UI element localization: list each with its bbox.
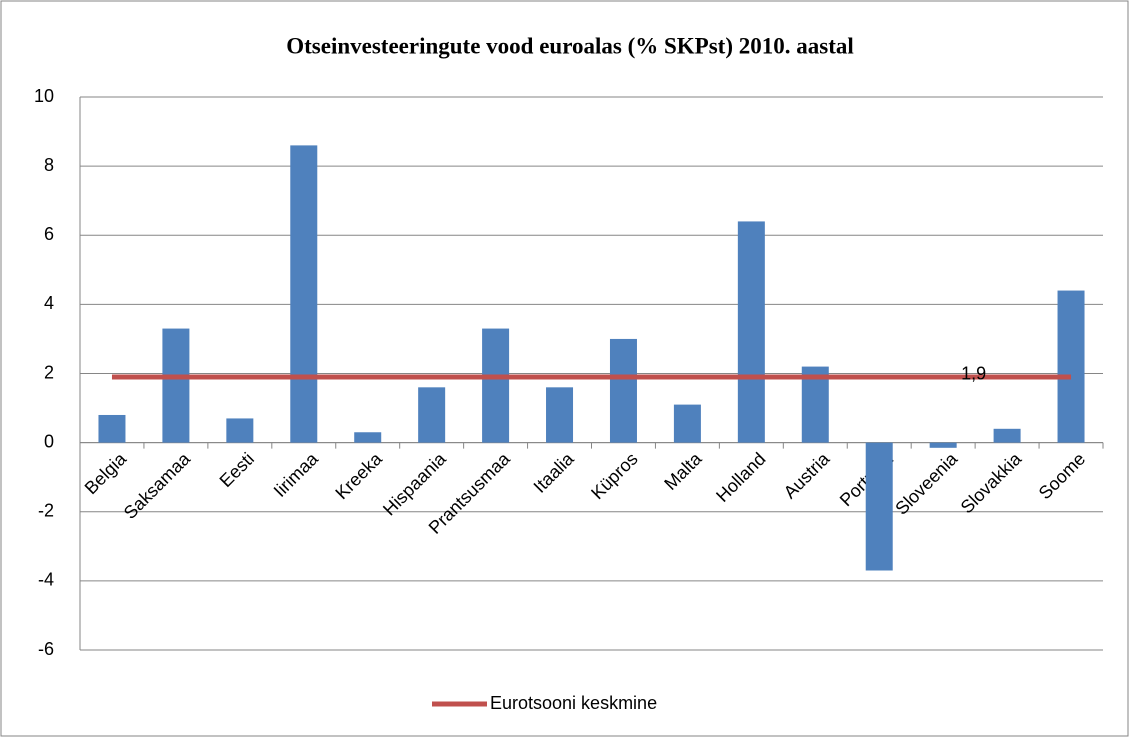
bar [929, 442, 957, 448]
bar [993, 428, 1021, 443]
bar [865, 442, 893, 571]
data-label: 1,9 [961, 364, 986, 384]
bar [418, 387, 446, 443]
bar [290, 145, 318, 443]
y-tick-label: 2 [44, 362, 54, 382]
y-tick-label: 6 [44, 224, 54, 244]
y-tick-label: -2 [38, 501, 54, 521]
bar [354, 432, 382, 443]
chart-title: Otseinvesteeringute vood euroalas (% SKP… [286, 33, 854, 58]
y-tick-label: 0 [44, 431, 54, 451]
y-tick-label: -6 [38, 639, 54, 659]
bar [609, 338, 637, 443]
bar [737, 221, 765, 443]
bar [98, 414, 126, 443]
bar [226, 418, 254, 443]
y-tick-label: -4 [38, 570, 54, 590]
y-tick-label: 8 [44, 155, 54, 175]
bar [673, 404, 701, 443]
y-tick-label: 4 [44, 293, 54, 313]
legend-label: Eurotsooni keskmine [490, 693, 657, 713]
bar [482, 328, 510, 443]
bar [1057, 290, 1085, 443]
bar [546, 387, 574, 443]
bar [162, 328, 190, 443]
y-tick-label: 10 [34, 86, 54, 106]
